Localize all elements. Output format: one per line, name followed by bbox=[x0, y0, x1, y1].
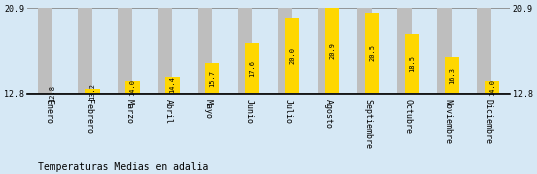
Bar bbox=[125, 81, 140, 93]
Text: 14.4: 14.4 bbox=[170, 76, 176, 93]
Text: 20.0: 20.0 bbox=[289, 47, 295, 64]
Bar bbox=[365, 13, 379, 93]
Bar bbox=[285, 18, 299, 93]
Text: 20.5: 20.5 bbox=[369, 45, 375, 61]
Bar bbox=[238, 8, 252, 93]
Text: 16.3: 16.3 bbox=[449, 66, 455, 84]
Bar bbox=[78, 8, 92, 93]
Text: Temperaturas Medias en adalia: Temperaturas Medias en adalia bbox=[38, 162, 208, 172]
Text: 20.9: 20.9 bbox=[329, 42, 335, 59]
Text: 12.8: 12.8 bbox=[49, 85, 56, 102]
Bar bbox=[158, 8, 172, 93]
Bar bbox=[278, 8, 292, 93]
Bar bbox=[437, 8, 452, 93]
Bar bbox=[485, 81, 499, 93]
Bar bbox=[397, 8, 412, 93]
Bar bbox=[165, 77, 179, 93]
Bar bbox=[245, 43, 259, 93]
Text: 18.5: 18.5 bbox=[409, 55, 415, 72]
Text: 14.0: 14.0 bbox=[489, 79, 495, 96]
Bar bbox=[445, 57, 459, 93]
Bar bbox=[198, 8, 212, 93]
Bar bbox=[358, 8, 372, 93]
Bar bbox=[85, 89, 100, 93]
Text: 15.7: 15.7 bbox=[209, 70, 215, 87]
Bar bbox=[205, 63, 220, 93]
Text: 17.6: 17.6 bbox=[249, 60, 255, 77]
Bar bbox=[317, 8, 332, 93]
Text: 13.2: 13.2 bbox=[90, 83, 96, 100]
Bar bbox=[477, 8, 491, 93]
Bar bbox=[325, 8, 339, 93]
Text: 14.0: 14.0 bbox=[129, 79, 135, 96]
Bar bbox=[38, 8, 52, 93]
Bar bbox=[405, 34, 419, 93]
Bar bbox=[118, 8, 132, 93]
